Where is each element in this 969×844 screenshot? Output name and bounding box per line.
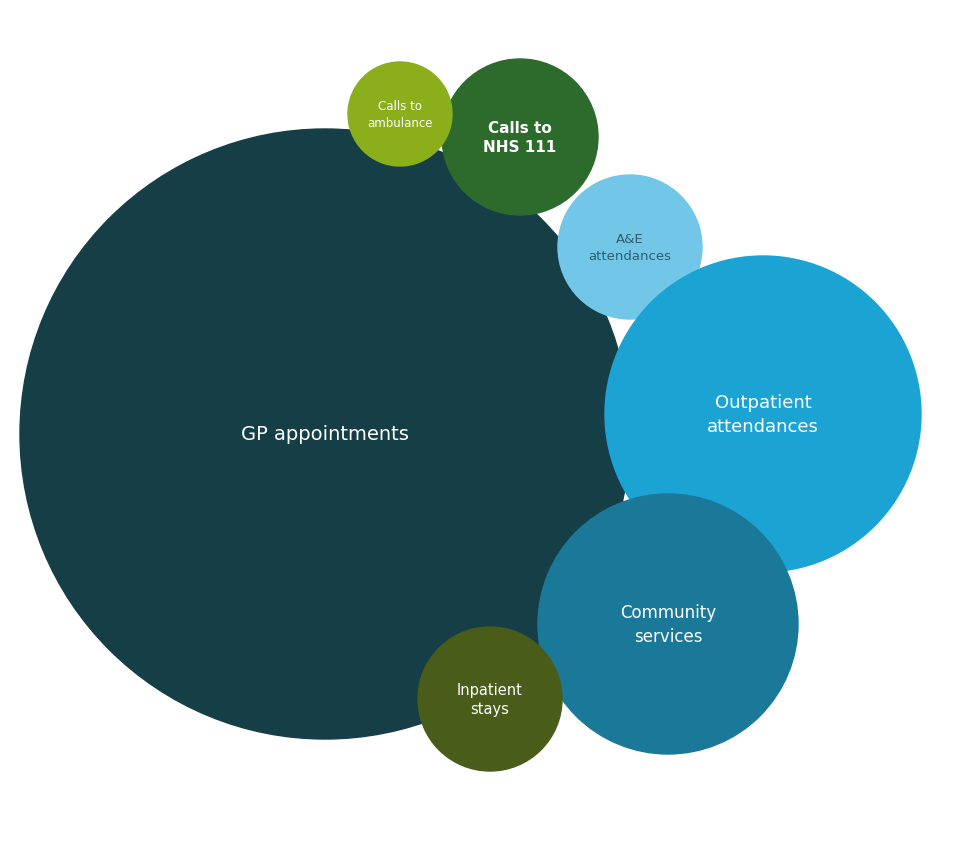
- Circle shape: [20, 130, 629, 739]
- Circle shape: [418, 627, 561, 771]
- Circle shape: [538, 495, 797, 754]
- Text: Community
services: Community services: [619, 603, 715, 645]
- Text: Calls to
ambulance: Calls to ambulance: [367, 100, 432, 130]
- Text: GP appointments: GP appointments: [241, 425, 409, 444]
- Text: Calls to
NHS 111: Calls to NHS 111: [483, 121, 556, 155]
- Circle shape: [348, 63, 452, 167]
- Text: Outpatient
attendances: Outpatient attendances: [706, 394, 818, 436]
- Circle shape: [605, 257, 920, 572]
- Circle shape: [557, 176, 702, 320]
- Text: A&E
attendances: A&E attendances: [588, 233, 671, 262]
- Circle shape: [442, 60, 597, 216]
- Text: Inpatient
stays: Inpatient stays: [456, 682, 522, 717]
